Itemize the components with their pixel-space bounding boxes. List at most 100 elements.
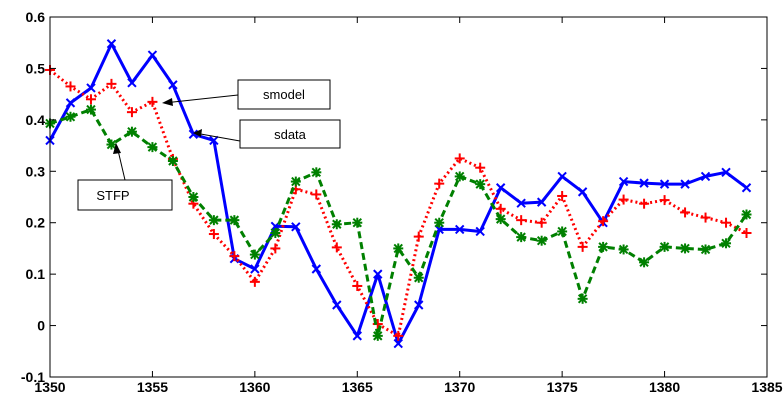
marker-stroke bbox=[618, 176, 629, 187]
marker-stroke bbox=[455, 224, 465, 235]
series-0-point bbox=[680, 179, 690, 189]
series-2-point bbox=[352, 217, 363, 228]
series-2-point bbox=[249, 249, 260, 260]
series-2-point bbox=[577, 293, 588, 304]
marker-stroke bbox=[209, 135, 219, 146]
series-2-point bbox=[270, 228, 281, 238]
series-2-point bbox=[229, 215, 240, 226]
series-0-point bbox=[250, 264, 260, 274]
marker-stroke bbox=[557, 171, 567, 182]
series-0-point bbox=[618, 176, 629, 187]
x-tick-label: 1380 bbox=[649, 379, 680, 394]
y-axis: -0.1 0 0.1 0.2 0.3 0.4 0.5 0.6 bbox=[21, 9, 767, 385]
x-tick-label: 1370 bbox=[444, 379, 475, 394]
series-2-point bbox=[106, 139, 117, 150]
series-1-point bbox=[680, 207, 691, 218]
series-1-point bbox=[270, 243, 281, 254]
series-1-point bbox=[229, 251, 240, 262]
series-2-point bbox=[167, 156, 178, 166]
x-tick-label: 1355 bbox=[137, 379, 168, 394]
series-0-point bbox=[414, 300, 424, 310]
marker-stroke bbox=[147, 50, 158, 60]
series-2-point bbox=[557, 226, 568, 237]
series-0-point bbox=[659, 179, 670, 189]
series-2-point bbox=[393, 243, 404, 254]
series-1-point bbox=[700, 212, 711, 223]
series-0-point bbox=[475, 226, 485, 237]
y-tick-label: 0.2 bbox=[26, 215, 46, 231]
series-1-point bbox=[454, 153, 465, 164]
marker-stroke bbox=[86, 83, 96, 93]
series-2-point bbox=[85, 104, 96, 115]
y-tick-label: 0.5 bbox=[26, 60, 46, 76]
series-0-point bbox=[455, 224, 465, 235]
annotation-sdata-label: sdata bbox=[274, 127, 307, 142]
marker-stroke bbox=[106, 39, 117, 49]
series-0-point bbox=[516, 198, 526, 208]
series-0-point bbox=[106, 39, 117, 49]
annotation-sdata: sdata bbox=[193, 119, 341, 149]
series-0-point bbox=[741, 183, 752, 193]
series-1-point bbox=[495, 203, 506, 214]
y-tick-label: 0.1 bbox=[26, 266, 46, 282]
series-0-point bbox=[721, 167, 731, 178]
series-0-point bbox=[639, 178, 649, 188]
series-1-point bbox=[85, 94, 96, 105]
series-0-point bbox=[65, 98, 76, 108]
series-2-point bbox=[126, 126, 137, 137]
x-tick-label: 1365 bbox=[342, 379, 373, 394]
marker-stroke bbox=[393, 338, 403, 349]
annotation-stfp-box bbox=[77, 179, 173, 211]
marker-stroke bbox=[414, 300, 424, 310]
marker-stroke bbox=[680, 179, 690, 189]
series-2-point bbox=[290, 176, 301, 187]
series-1-point bbox=[741, 228, 752, 238]
series-1-point bbox=[413, 231, 424, 242]
marker-stroke bbox=[188, 129, 199, 139]
x-tick-label: 1375 bbox=[547, 379, 578, 394]
series-2-point bbox=[516, 232, 527, 243]
series-0-point bbox=[332, 300, 342, 310]
series-1-point bbox=[598, 216, 609, 227]
series-0-point bbox=[373, 269, 383, 279]
series-0-point bbox=[536, 197, 547, 207]
series-2-point bbox=[536, 235, 547, 246]
series-2-point bbox=[700, 244, 711, 255]
series-2-point bbox=[741, 209, 752, 220]
marker-stroke bbox=[332, 300, 342, 310]
x-tick-label: 1385 bbox=[751, 379, 782, 394]
series-1-point bbox=[639, 198, 650, 209]
marker-stroke bbox=[639, 178, 649, 188]
marker-stroke bbox=[352, 331, 362, 341]
marker-stroke bbox=[250, 264, 260, 274]
y-tick-label: 0 bbox=[37, 318, 45, 334]
x-axis: 1350 1355 1360 1365 1370 1375 1380 1385 bbox=[34, 17, 783, 394]
marker-stroke bbox=[311, 264, 322, 274]
series-1-point bbox=[331, 242, 342, 253]
series-2-point bbox=[680, 243, 691, 254]
plot-series bbox=[45, 39, 752, 349]
series-1-point bbox=[208, 229, 219, 240]
series-2-point bbox=[495, 214, 506, 225]
series-2-point bbox=[721, 238, 732, 249]
series-0-point bbox=[577, 187, 588, 197]
annotation-sdata-arrowhead bbox=[193, 129, 202, 137]
marker-stroke bbox=[741, 183, 752, 193]
annotation-smodel-arrow bbox=[163, 94, 239, 104]
series-1-point bbox=[147, 96, 158, 107]
annotation-stfp: STFP bbox=[77, 143, 173, 211]
axes-frame bbox=[49, 16, 768, 378]
series-0-point bbox=[86, 83, 96, 93]
series-0-point bbox=[311, 264, 322, 274]
series-1-point bbox=[577, 241, 588, 252]
marker-stroke bbox=[721, 167, 731, 178]
y-tick-label: 0.6 bbox=[26, 9, 46, 25]
marker-stroke bbox=[536, 197, 547, 207]
y-tick-label: 0.4 bbox=[26, 112, 46, 128]
marker-stroke bbox=[700, 171, 711, 182]
marker-stroke bbox=[475, 226, 485, 237]
annotation-sdata-arrow bbox=[194, 132, 241, 142]
marker-stroke bbox=[516, 198, 526, 208]
series-0-point bbox=[393, 338, 403, 349]
